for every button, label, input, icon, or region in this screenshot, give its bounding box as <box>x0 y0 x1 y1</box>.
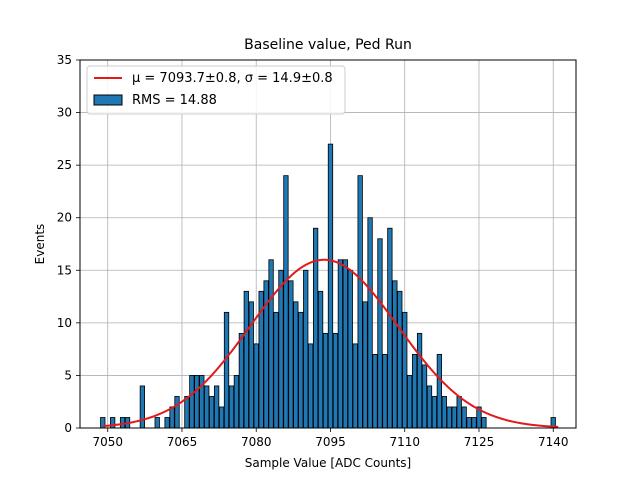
histogram-bar <box>194 375 200 429</box>
histogram-bar <box>223 311 230 429</box>
histogram-bar <box>303 269 309 429</box>
y-tick-label: 5 <box>64 368 72 382</box>
x-tick-label: 7065 <box>167 435 198 449</box>
histogram-bar <box>357 175 363 429</box>
legend-fit-label: μ = 7093.7±0.8, σ = 14.9±0.8 <box>132 71 333 86</box>
y-tick-label: 0 <box>64 421 72 435</box>
histogram-bar <box>446 406 452 429</box>
histogram-bar <box>184 396 190 429</box>
histogram-bar <box>283 175 289 429</box>
x-axis-label: Sample Value [ADC Counts] <box>245 456 411 470</box>
y-tick-label: 35 <box>57 53 72 67</box>
histogram-bar <box>293 301 299 429</box>
histogram-bar <box>481 417 487 429</box>
histogram-bar <box>426 385 433 429</box>
histogram-bar <box>411 353 418 429</box>
histogram-bar <box>238 332 245 429</box>
histogram-bar <box>298 311 304 429</box>
histogram-bar <box>377 238 383 429</box>
histogram-bar <box>233 375 240 429</box>
histogram-bar <box>456 396 462 429</box>
y-axis-ticks: 0 5 10 15 20 25 30 35 <box>57 53 80 435</box>
x-tick-label: 7140 <box>538 435 569 449</box>
histogram-bar <box>169 406 175 429</box>
histogram-bar <box>139 385 145 429</box>
y-tick-label: 30 <box>57 106 72 120</box>
histogram-bar <box>471 417 477 429</box>
histogram-bar <box>466 417 472 429</box>
histogram-bar <box>174 396 180 429</box>
legend-histogram-swatch <box>93 94 123 106</box>
histogram-bar <box>312 227 319 429</box>
histogram-bar <box>218 406 225 429</box>
y-axis-label: Events <box>33 224 47 265</box>
histogram-bar <box>352 343 358 429</box>
histogram-bar <box>317 290 324 429</box>
x-tick-label: 7080 <box>241 435 272 449</box>
plot-frame <box>79 59 577 429</box>
histogram-bar <box>451 406 457 429</box>
fit-curve-layer <box>102 258 559 428</box>
histogram-bar <box>228 385 235 429</box>
histogram-bar <box>387 227 393 429</box>
histogram-bar <box>288 280 294 429</box>
histogram-bar <box>204 385 210 429</box>
histogram-bar <box>332 332 339 429</box>
histogram-bar <box>407 375 413 429</box>
legend: μ = 7093.7±0.8, σ = 14.9±0.8 RMS = 14.88 <box>86 65 346 115</box>
histogram-bar <box>441 396 447 429</box>
legend-box <box>86 65 346 115</box>
histogram-bar <box>278 269 284 429</box>
histogram-bar <box>431 396 438 429</box>
histogram-bar <box>327 143 334 429</box>
histogram-bar <box>461 406 467 429</box>
histogram-bar <box>367 217 373 429</box>
histogram-bar <box>342 259 348 429</box>
y-tick-label: 25 <box>57 158 72 172</box>
x-axis-ticks: 7050 7065 7080 7095 7110 7125 7140 <box>92 428 569 449</box>
histogram-bar <box>154 417 160 429</box>
histogram-bar <box>273 311 279 429</box>
chart-title: Baseline value, Ped Run <box>244 37 412 53</box>
histogram-bar <box>416 332 423 429</box>
x-tick-label: 7125 <box>464 435 495 449</box>
histogram-bar <box>322 332 329 429</box>
histogram-bar <box>421 364 428 429</box>
x-tick-label: 7095 <box>315 435 346 449</box>
histogram-bar <box>362 301 368 429</box>
y-tick-label: 20 <box>57 211 72 225</box>
histogram-bar <box>253 343 259 429</box>
histogram-bars <box>100 143 556 429</box>
histogram-bar <box>213 385 220 429</box>
y-tick-label: 10 <box>57 316 72 330</box>
histogram-bar <box>243 290 249 429</box>
y-tick-label: 15 <box>57 263 72 277</box>
legend-histogram-label: RMS = 14.88 <box>132 93 217 108</box>
histogram-bar <box>436 353 443 429</box>
histogram-bar <box>209 396 215 429</box>
histogram-bar <box>382 353 388 429</box>
histogram-bar <box>372 353 378 429</box>
histogram-bar <box>392 280 398 429</box>
histogram-bar <box>308 343 314 429</box>
histogram-bar <box>337 259 344 429</box>
x-tick-label: 7110 <box>389 435 420 449</box>
histogram-bar <box>189 375 195 429</box>
x-tick-label: 7050 <box>92 435 123 449</box>
histogram-bar <box>110 417 116 429</box>
gaussian-fit-curve <box>102 258 559 428</box>
histogram-bar <box>397 290 403 429</box>
histogram-bar <box>347 269 353 429</box>
histogram-bar <box>164 417 170 429</box>
histogram-bar <box>268 259 274 429</box>
histogram-bar <box>402 311 408 429</box>
